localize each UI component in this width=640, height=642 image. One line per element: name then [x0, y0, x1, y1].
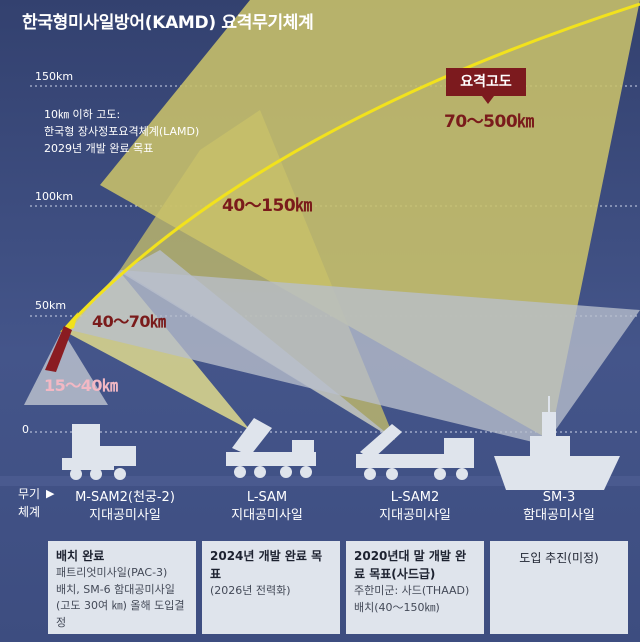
msam2-range-label: 15～40㎞	[44, 377, 118, 395]
system-msam2: M-SAM2(천궁-2) 지대공미사일	[50, 489, 200, 524]
lamd-note-line: 10㎞ 이하 고도:	[44, 106, 264, 123]
status-detail: (2026년 전력화)	[210, 583, 332, 600]
status-detail: 배치, SM-6 함대공미사일	[56, 582, 188, 599]
status-headline: 2024년 개발 완료 목표	[210, 547, 332, 583]
status-headline: 도입 추진(미정)	[498, 549, 620, 567]
system-name: L-SAM2	[340, 489, 490, 507]
status-detail: 패트리엇미사일(PAC-3)	[56, 565, 188, 582]
lamd-note-line: 2029년 개발 완료 목표	[44, 140, 264, 157]
status-headline: 배치 완료	[56, 547, 188, 565]
status-box-lsam: 2024년 개발 완료 목표 (2026년 전력화)	[202, 541, 340, 634]
status-box-msam2: 배치 완료 패트리엇미사일(PAC-3) 배치, SM-6 함대공미사일 (고도…	[48, 541, 196, 634]
system-type: 함대공미사일	[484, 507, 634, 525]
system-name: M-SAM2(천궁-2)	[50, 489, 200, 507]
system-type: 지대공미사일	[340, 507, 490, 525]
altitude-tick-150: 150km	[35, 71, 73, 84]
system-type: 지대공미사일	[50, 507, 200, 525]
page-title: 한국형미사일방어(KAMD) 요격무기체계	[22, 14, 313, 34]
status-detail: 주한미군: 사드(THAAD)	[354, 583, 476, 600]
status-box-sm3: 도입 추진(미정)	[490, 541, 628, 634]
lamd-note: 10㎞ 이하 고도: 한국형 장사정포요격체계(LAMD) 2029년 개발 완…	[44, 106, 264, 157]
lsam-launcher-icon	[226, 418, 316, 478]
status-detail: 배치(40～150㎞)	[354, 600, 476, 617]
status-box-lsam2: 2020년대 말 개발 완료 목표(사드급) 주한미군: 사드(THAAD) 배…	[346, 541, 484, 634]
system-lsam2: L-SAM2 지대공미사일	[340, 489, 490, 524]
weapon-system-label-line1: 무기	[18, 488, 40, 502]
altitude-tick-50: 50km	[35, 300, 66, 313]
sm3-range-label: 70～500㎞	[444, 113, 534, 133]
altitude-tick-0: 0	[22, 424, 29, 437]
system-sm3: SM-3 함대공미사일	[484, 489, 634, 524]
system-name: L-SAM	[192, 489, 342, 507]
lamd-note-line: 한국형 장사정포요격체계(LAMD)	[44, 123, 264, 140]
intercept-altitude-badge: 요격고도	[446, 68, 526, 96]
lsam-range-label: 40～70㎞	[92, 313, 166, 331]
altitude-tick-100: 100km	[35, 191, 73, 204]
system-name: SM-3	[484, 489, 634, 507]
status-headline: 2020년대 말 개발 완료 목표(사드급)	[354, 547, 476, 583]
lsam2-range-label: 40～150㎞	[222, 197, 312, 217]
msam2-launcher-icon	[62, 424, 136, 480]
weapon-system-label-line2: 체계	[18, 506, 40, 520]
status-detail: (고도 30여 ㎞) 올해 도입결정	[56, 598, 188, 631]
system-lsam: L-SAM 지대공미사일	[192, 489, 342, 524]
system-type: 지대공미사일	[192, 507, 342, 525]
